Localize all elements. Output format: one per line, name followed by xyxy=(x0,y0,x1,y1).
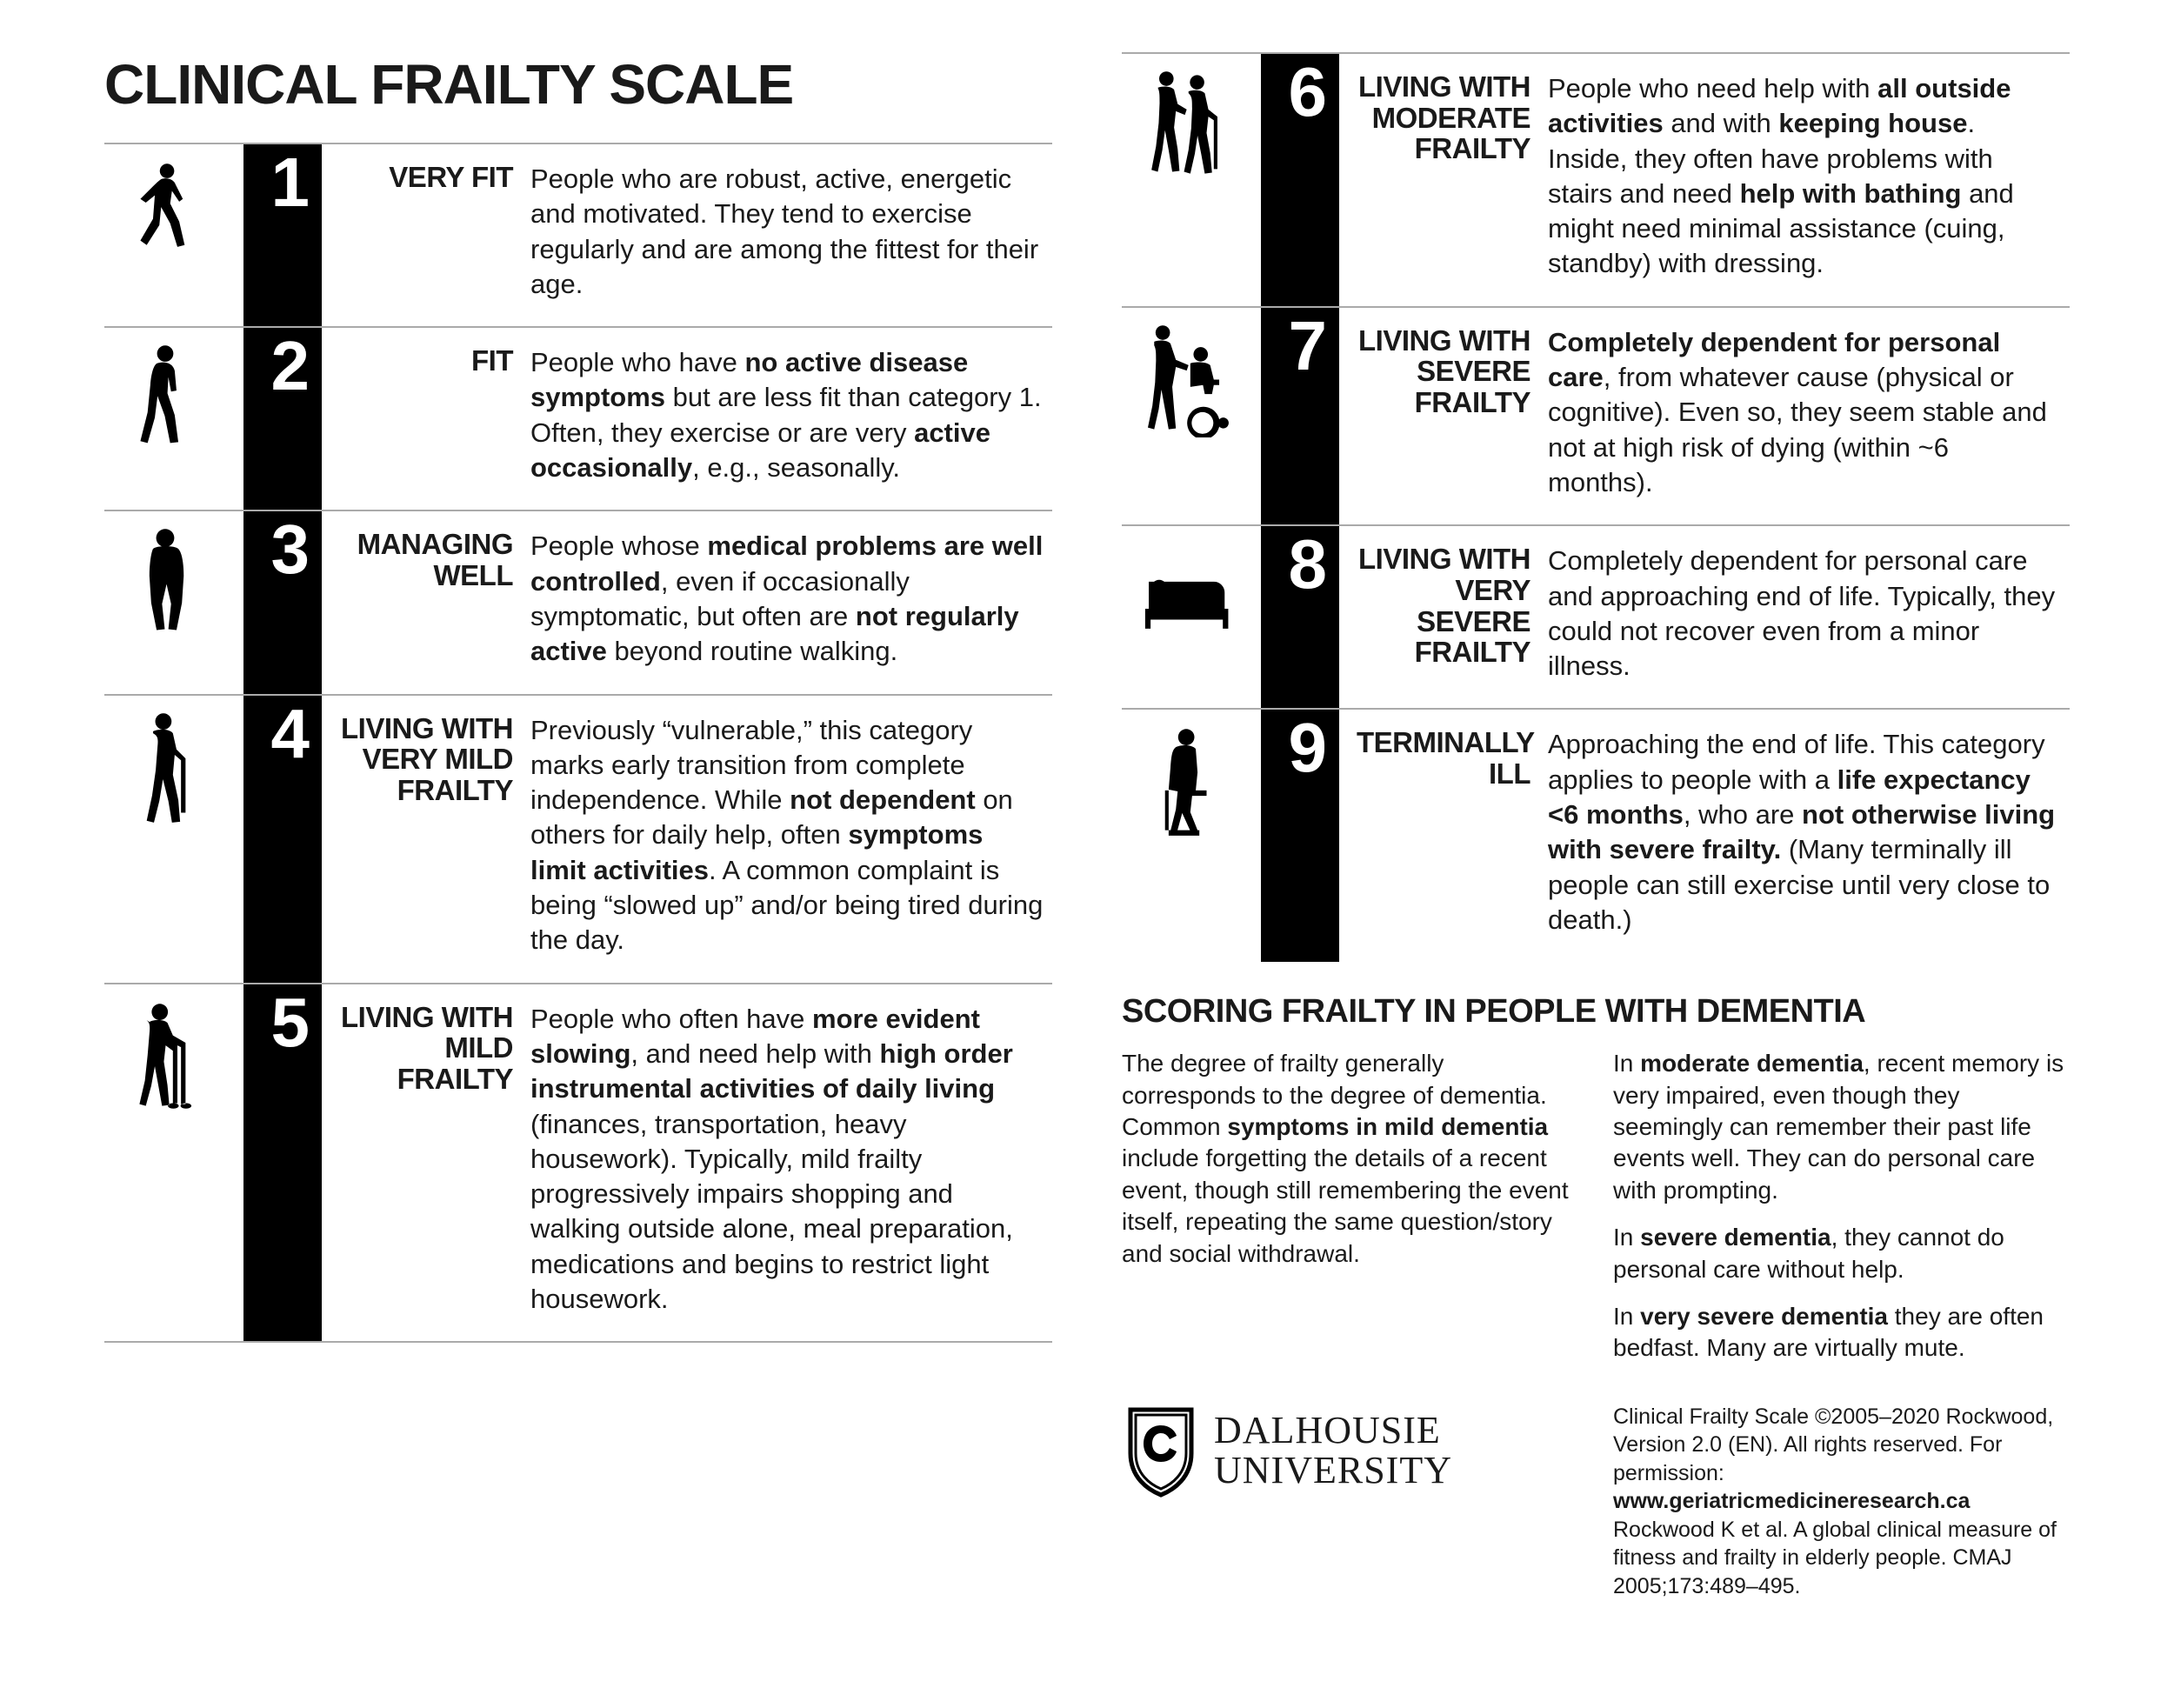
score-description: Previously “vulnerable,” this category m… xyxy=(530,696,1044,983)
person-icon xyxy=(104,696,226,983)
score-description: Completely dependent for personal care, … xyxy=(1548,308,2061,524)
university-name: DALHOUSIE UNIVERSITY xyxy=(1214,1411,1452,1491)
score-number: 2 xyxy=(243,328,322,510)
score-label: LIVING WITH MODERATE FRAILTY xyxy=(1357,54,1530,306)
dementia-text: The degree of frailty generally correspo… xyxy=(1122,1048,1578,1270)
person-icon xyxy=(104,144,226,326)
university-logo: DALHOUSIE UNIVERSITY xyxy=(1122,1403,1578,1498)
score-number: 8 xyxy=(1261,526,1339,708)
score-description: People who need help with all outside ac… xyxy=(1548,54,2061,306)
frailty-row: 6 LIVING WITH MODERATE FRAILTY People wh… xyxy=(1122,52,2070,306)
page: CLINICAL FRAILTY SCALE 1 VERY FIT People… xyxy=(104,52,2070,1673)
score-number: 4 xyxy=(243,696,322,983)
person-icon xyxy=(1122,308,1244,524)
score-description: People whose medical problems are well c… xyxy=(530,511,1044,693)
person-icon xyxy=(1122,526,1244,708)
person-icon xyxy=(1122,54,1244,306)
person-icon xyxy=(104,984,226,1342)
dementia-heading: SCORING FRAILTY IN PEOPLE WITH DEMENTIA xyxy=(1122,993,2070,1031)
frailty-row: 1 VERY FIT People who are robust, active… xyxy=(104,143,1052,326)
score-label: LIVING WITH SEVERE FRAILTY xyxy=(1357,308,1530,524)
person-icon xyxy=(104,511,226,693)
score-label: VERY FIT xyxy=(339,144,513,326)
score-number: 1 xyxy=(243,144,322,326)
score-description: People who are robust, active, energetic… xyxy=(530,144,1044,326)
score-number: 9 xyxy=(1261,710,1339,962)
frailty-row: 3 MANAGING WELL People whose medical pro… xyxy=(104,510,1052,693)
person-icon xyxy=(1122,710,1244,962)
frailty-row: 7 LIVING WITH SEVERE FRAILTY Completely … xyxy=(1122,306,2070,524)
dementia-text: In moderate dementia, recent memory is v… xyxy=(1613,1048,2070,1206)
dementia-left: The degree of frailty generally correspo… xyxy=(1122,1048,1578,1380)
score-description: People who often have more evident slowi… xyxy=(530,984,1044,1342)
score-description: Approaching the end of life. This catego… xyxy=(1548,710,2061,962)
frailty-row: 8 LIVING WITH VERY SEVERE FRAILTY Comple… xyxy=(1122,524,2070,708)
score-number: 7 xyxy=(1261,308,1339,524)
frailty-row: 4 LIVING WITH VERY MILD FRAILTY Previous… xyxy=(104,694,1052,983)
page-title: CLINICAL FRAILTY SCALE xyxy=(104,52,1052,117)
dementia-section: The degree of frailty generally correspo… xyxy=(1122,1048,2070,1380)
shield-icon xyxy=(1122,1403,1200,1498)
score-label: TERMINALLY ILL xyxy=(1357,710,1530,962)
score-description: Completely dependent for personal care a… xyxy=(1548,526,2061,708)
score-label: LIVING WITH VERY SEVERE FRAILTY xyxy=(1357,526,1530,708)
score-number: 3 xyxy=(243,511,322,693)
frailty-row: 5 LIVING WITH MILD FRAILTY People who of… xyxy=(104,983,1052,1344)
footer: DALHOUSIE UNIVERSITY Clinical Frailty Sc… xyxy=(1122,1403,2070,1601)
score-label: FIT xyxy=(339,328,513,510)
score-label: LIVING WITH MILD FRAILTY xyxy=(339,984,513,1342)
score-label: LIVING WITH VERY MILD FRAILTY xyxy=(339,696,513,983)
dementia-text: In very severe dementia they are often b… xyxy=(1613,1301,2070,1364)
dementia-text: In severe dementia, they cannot do perso… xyxy=(1613,1222,2070,1285)
score-description: People who have no active disease sympto… xyxy=(530,328,1044,510)
score-label: MANAGING WELL xyxy=(339,511,513,693)
score-number: 6 xyxy=(1261,54,1339,306)
score-number: 5 xyxy=(243,984,322,1342)
credits-text: Clinical Frailty Scale ©2005–2020 Rockwo… xyxy=(1613,1403,2070,1601)
frailty-row: 2 FIT People who have no active disease … xyxy=(104,326,1052,510)
right-column: 6 LIVING WITH MODERATE FRAILTY People wh… xyxy=(1122,52,2070,1673)
person-icon xyxy=(104,328,226,510)
dementia-right: In moderate dementia, recent memory is v… xyxy=(1613,1048,2070,1380)
frailty-row: 9 TERMINALLY ILL Approaching the end of … xyxy=(1122,708,2070,962)
left-column: CLINICAL FRAILTY SCALE 1 VERY FIT People… xyxy=(104,52,1052,1673)
